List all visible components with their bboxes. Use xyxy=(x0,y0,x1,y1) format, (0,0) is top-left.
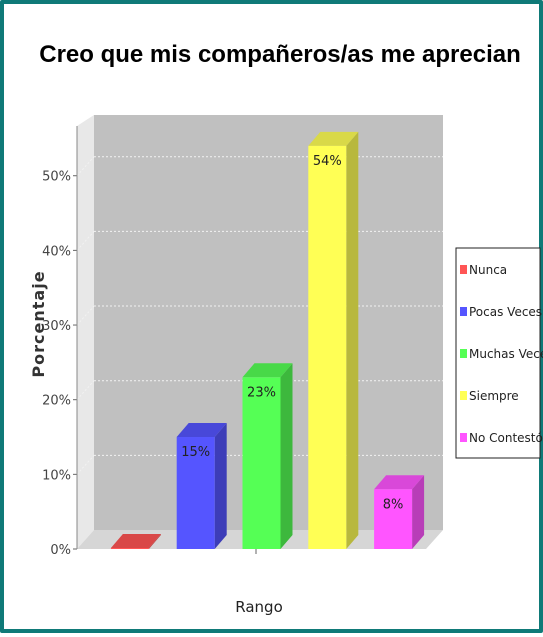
y-axis-label: Porcentaje xyxy=(29,270,48,377)
bar-side xyxy=(280,363,293,549)
data-label: 23% xyxy=(247,385,276,400)
bar-front xyxy=(176,437,215,549)
bar-pocas-veces: 15% xyxy=(176,423,227,549)
bar-top xyxy=(374,475,425,490)
bar-front xyxy=(110,548,149,549)
legend-item: No Contestó xyxy=(460,431,543,445)
y-tick-label: 40% xyxy=(42,244,71,259)
legend-item: Siempre xyxy=(460,389,519,403)
bar-top xyxy=(308,131,359,146)
bar-no-contestó: 8% xyxy=(374,475,425,549)
legend: Nunca Pocas Veces Muchas Veces Siempre No Co… xyxy=(455,247,543,459)
data-label: 8% xyxy=(383,497,404,512)
x-axis-label: Rango xyxy=(235,598,283,616)
bar-side xyxy=(346,131,359,549)
legend-swatch xyxy=(460,265,467,274)
plot-left-wall xyxy=(77,115,94,549)
bar-top xyxy=(176,423,227,438)
bar-front xyxy=(374,489,413,549)
legend-label: Muchas Veces xyxy=(469,347,543,361)
legend-item: Nunca xyxy=(460,263,507,277)
chart-title: Creo que mis compañeros/as me aprecian xyxy=(39,41,521,68)
data-label: 15% xyxy=(181,445,210,460)
legend-swatch xyxy=(460,433,467,442)
legend-box xyxy=(455,247,541,459)
legend-swatch xyxy=(460,307,467,316)
legend-label: Siempre xyxy=(469,389,519,403)
bar-siempre: 54% xyxy=(308,131,359,550)
bar-side xyxy=(214,423,227,549)
bar-muchas-veces: 23% xyxy=(242,363,293,549)
gridline-diag xyxy=(76,231,95,251)
legend-label: Pocas Veces xyxy=(469,305,542,319)
legend-swatch xyxy=(460,391,467,400)
bar-top xyxy=(110,534,161,548)
legend-item: Pocas Veces xyxy=(460,305,542,319)
legend-swatch xyxy=(460,349,467,358)
bar-top xyxy=(242,363,293,378)
bar-front xyxy=(242,377,281,549)
bar-side xyxy=(412,475,425,549)
gridline-diag xyxy=(76,455,95,475)
y-tick-label: 10% xyxy=(42,468,71,483)
bars: 15% 23% 54% 8% xyxy=(110,131,425,550)
legend-item: Muchas Veces xyxy=(460,347,543,361)
gridline-diag xyxy=(76,305,95,326)
legend-label: No Contestó xyxy=(469,431,543,445)
bar-front xyxy=(308,145,347,550)
y-tick-label: 0% xyxy=(50,543,71,558)
y-tick-label: 50% xyxy=(42,170,71,185)
bar-chart: Creo que mis compañeros/as me aprecian P… xyxy=(29,41,543,616)
y-tick-label: 20% xyxy=(42,394,71,409)
gridline-diag xyxy=(76,156,95,177)
data-label: 54% xyxy=(313,154,342,169)
bar-nunca xyxy=(110,534,161,549)
gridline-diag xyxy=(76,380,95,401)
y-tick-label: 30% xyxy=(42,319,71,334)
legend-label: Nunca xyxy=(469,263,507,277)
bar-side xyxy=(148,534,161,549)
